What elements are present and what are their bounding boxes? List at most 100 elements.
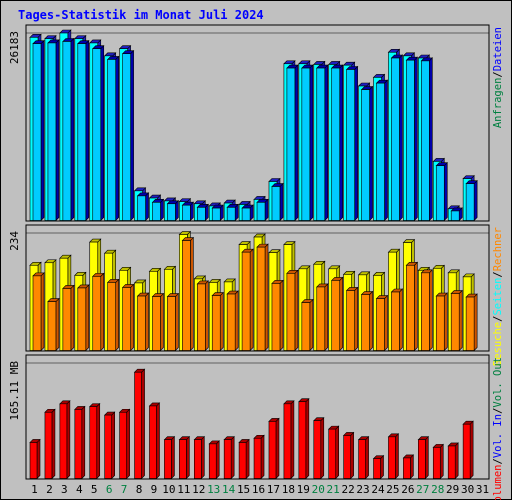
bar-dateien bbox=[121, 49, 135, 222]
bar-dateien bbox=[435, 161, 448, 222]
bar-dateien bbox=[106, 55, 120, 222]
legend-entry: / bbox=[492, 71, 504, 77]
bar-dateien bbox=[181, 201, 195, 222]
bar-rechner bbox=[345, 286, 359, 352]
bar-dateien bbox=[375, 79, 389, 222]
x-tick-label: 6 bbox=[106, 483, 113, 496]
bar-rechner bbox=[286, 269, 299, 352]
legend-entry: Rechner bbox=[492, 227, 504, 271]
bar-dateien bbox=[166, 200, 180, 222]
bar-volumen bbox=[59, 400, 71, 480]
bar-rechner bbox=[196, 280, 210, 352]
bar-volumen bbox=[298, 397, 310, 480]
x-tick-label: 10 bbox=[162, 483, 175, 496]
bar-volumen bbox=[223, 435, 235, 480]
bar-dateien bbox=[286, 64, 299, 222]
y-tick-label: 26183 bbox=[8, 31, 21, 64]
bar-rechner bbox=[211, 291, 224, 352]
legend-entry: Vol. In bbox=[492, 414, 504, 458]
bar-rechner bbox=[330, 276, 344, 352]
bar-dateien bbox=[360, 85, 374, 222]
x-tick-label: 27 bbox=[416, 483, 429, 496]
bar-volumen bbox=[238, 438, 250, 480]
bar-volumen bbox=[327, 425, 340, 480]
x-tick-label: 13 bbox=[207, 483, 220, 496]
bar-volumen bbox=[417, 435, 430, 480]
bar-dateien bbox=[271, 182, 284, 222]
legend-entry: Besuche bbox=[492, 322, 504, 366]
bar-volumen bbox=[103, 411, 116, 480]
bar-volumen bbox=[387, 433, 400, 480]
bar-volumen bbox=[253, 434, 265, 480]
bar-dateien bbox=[47, 39, 60, 222]
bar-dateien bbox=[345, 65, 359, 222]
x-tick-label: 8 bbox=[136, 483, 143, 496]
x-tick-label: 16 bbox=[252, 483, 265, 496]
bar-rechner bbox=[226, 290, 239, 352]
bar-dateien bbox=[196, 203, 210, 222]
x-tick-label: 12 bbox=[192, 483, 205, 496]
legend-entry: Seiten bbox=[492, 278, 504, 316]
bar-volumen bbox=[357, 435, 370, 480]
x-tick-label: 29 bbox=[446, 483, 459, 496]
x-tick-label: 22 bbox=[341, 483, 354, 496]
bar-volumen bbox=[462, 420, 474, 480]
x-tick-label: 14 bbox=[222, 483, 236, 496]
bar-dateien bbox=[450, 207, 463, 222]
bar-rechner bbox=[151, 292, 165, 352]
x-tick-label: 18 bbox=[282, 483, 295, 496]
x-tick-label: 11 bbox=[177, 483, 190, 496]
bar-dateien bbox=[241, 204, 254, 222]
legend-entry: Vol. Out bbox=[492, 357, 504, 408]
bar-volumen bbox=[283, 400, 295, 480]
legend: Volumen/Vol. In/Vol. Out bbox=[492, 357, 504, 500]
x-tick-label: 21 bbox=[327, 483, 340, 496]
legend: Anfragen/Dateien bbox=[492, 27, 504, 128]
x-tick-label: 2 bbox=[46, 483, 53, 496]
legend-entry: Dateien bbox=[492, 27, 504, 71]
bar-dateien bbox=[151, 198, 165, 222]
x-tick-label: 4 bbox=[76, 483, 83, 496]
legend-entry: / bbox=[492, 271, 504, 277]
bar-volumen bbox=[193, 435, 206, 480]
bar-rechner bbox=[62, 284, 75, 352]
chart-title: Tages-Statistik im Monat Juli 2024 bbox=[18, 8, 264, 22]
legend-entry: Volumen bbox=[492, 465, 504, 500]
bar-rechner bbox=[316, 283, 329, 352]
bar-rechner bbox=[271, 279, 284, 352]
bar-dateien bbox=[405, 56, 419, 222]
bar-rechner bbox=[465, 293, 478, 352]
bar-volumen bbox=[432, 443, 444, 480]
bar-rechner bbox=[390, 288, 404, 352]
bar-volumen bbox=[148, 402, 161, 480]
bar-volumen bbox=[74, 405, 86, 480]
x-tick-label: 5 bbox=[91, 483, 98, 496]
legend-entry: / bbox=[492, 316, 504, 322]
x-tick-label: 31 bbox=[476, 483, 489, 496]
bar-rechner bbox=[136, 292, 150, 352]
bar-rechner bbox=[420, 269, 434, 352]
bar-rechner bbox=[375, 294, 389, 352]
legend: Besuche/Seiten/Rechner bbox=[492, 227, 504, 366]
bar-volumen bbox=[268, 417, 280, 480]
bar-dateien bbox=[330, 64, 344, 222]
x-tick-label: 25 bbox=[386, 483, 399, 496]
bar-rechner bbox=[106, 278, 120, 352]
bar-rechner bbox=[405, 261, 419, 352]
x-tick-label: 15 bbox=[237, 483, 250, 496]
bar-volumen bbox=[313, 416, 325, 480]
bar-rechner bbox=[301, 298, 314, 352]
legend-entry: / bbox=[492, 408, 504, 414]
bar-rechner bbox=[166, 292, 180, 352]
bar-dateien bbox=[211, 204, 224, 222]
bar-rechner bbox=[241, 248, 254, 352]
bar-dateien bbox=[390, 54, 404, 222]
legend-entry: / bbox=[492, 458, 504, 464]
bar-volumen bbox=[44, 408, 56, 480]
x-tick-label: 9 bbox=[151, 483, 158, 496]
bar-dateien bbox=[32, 39, 45, 222]
bar-rechner bbox=[360, 290, 374, 352]
bar-dateien bbox=[301, 64, 314, 222]
bar-rechner bbox=[92, 272, 105, 352]
